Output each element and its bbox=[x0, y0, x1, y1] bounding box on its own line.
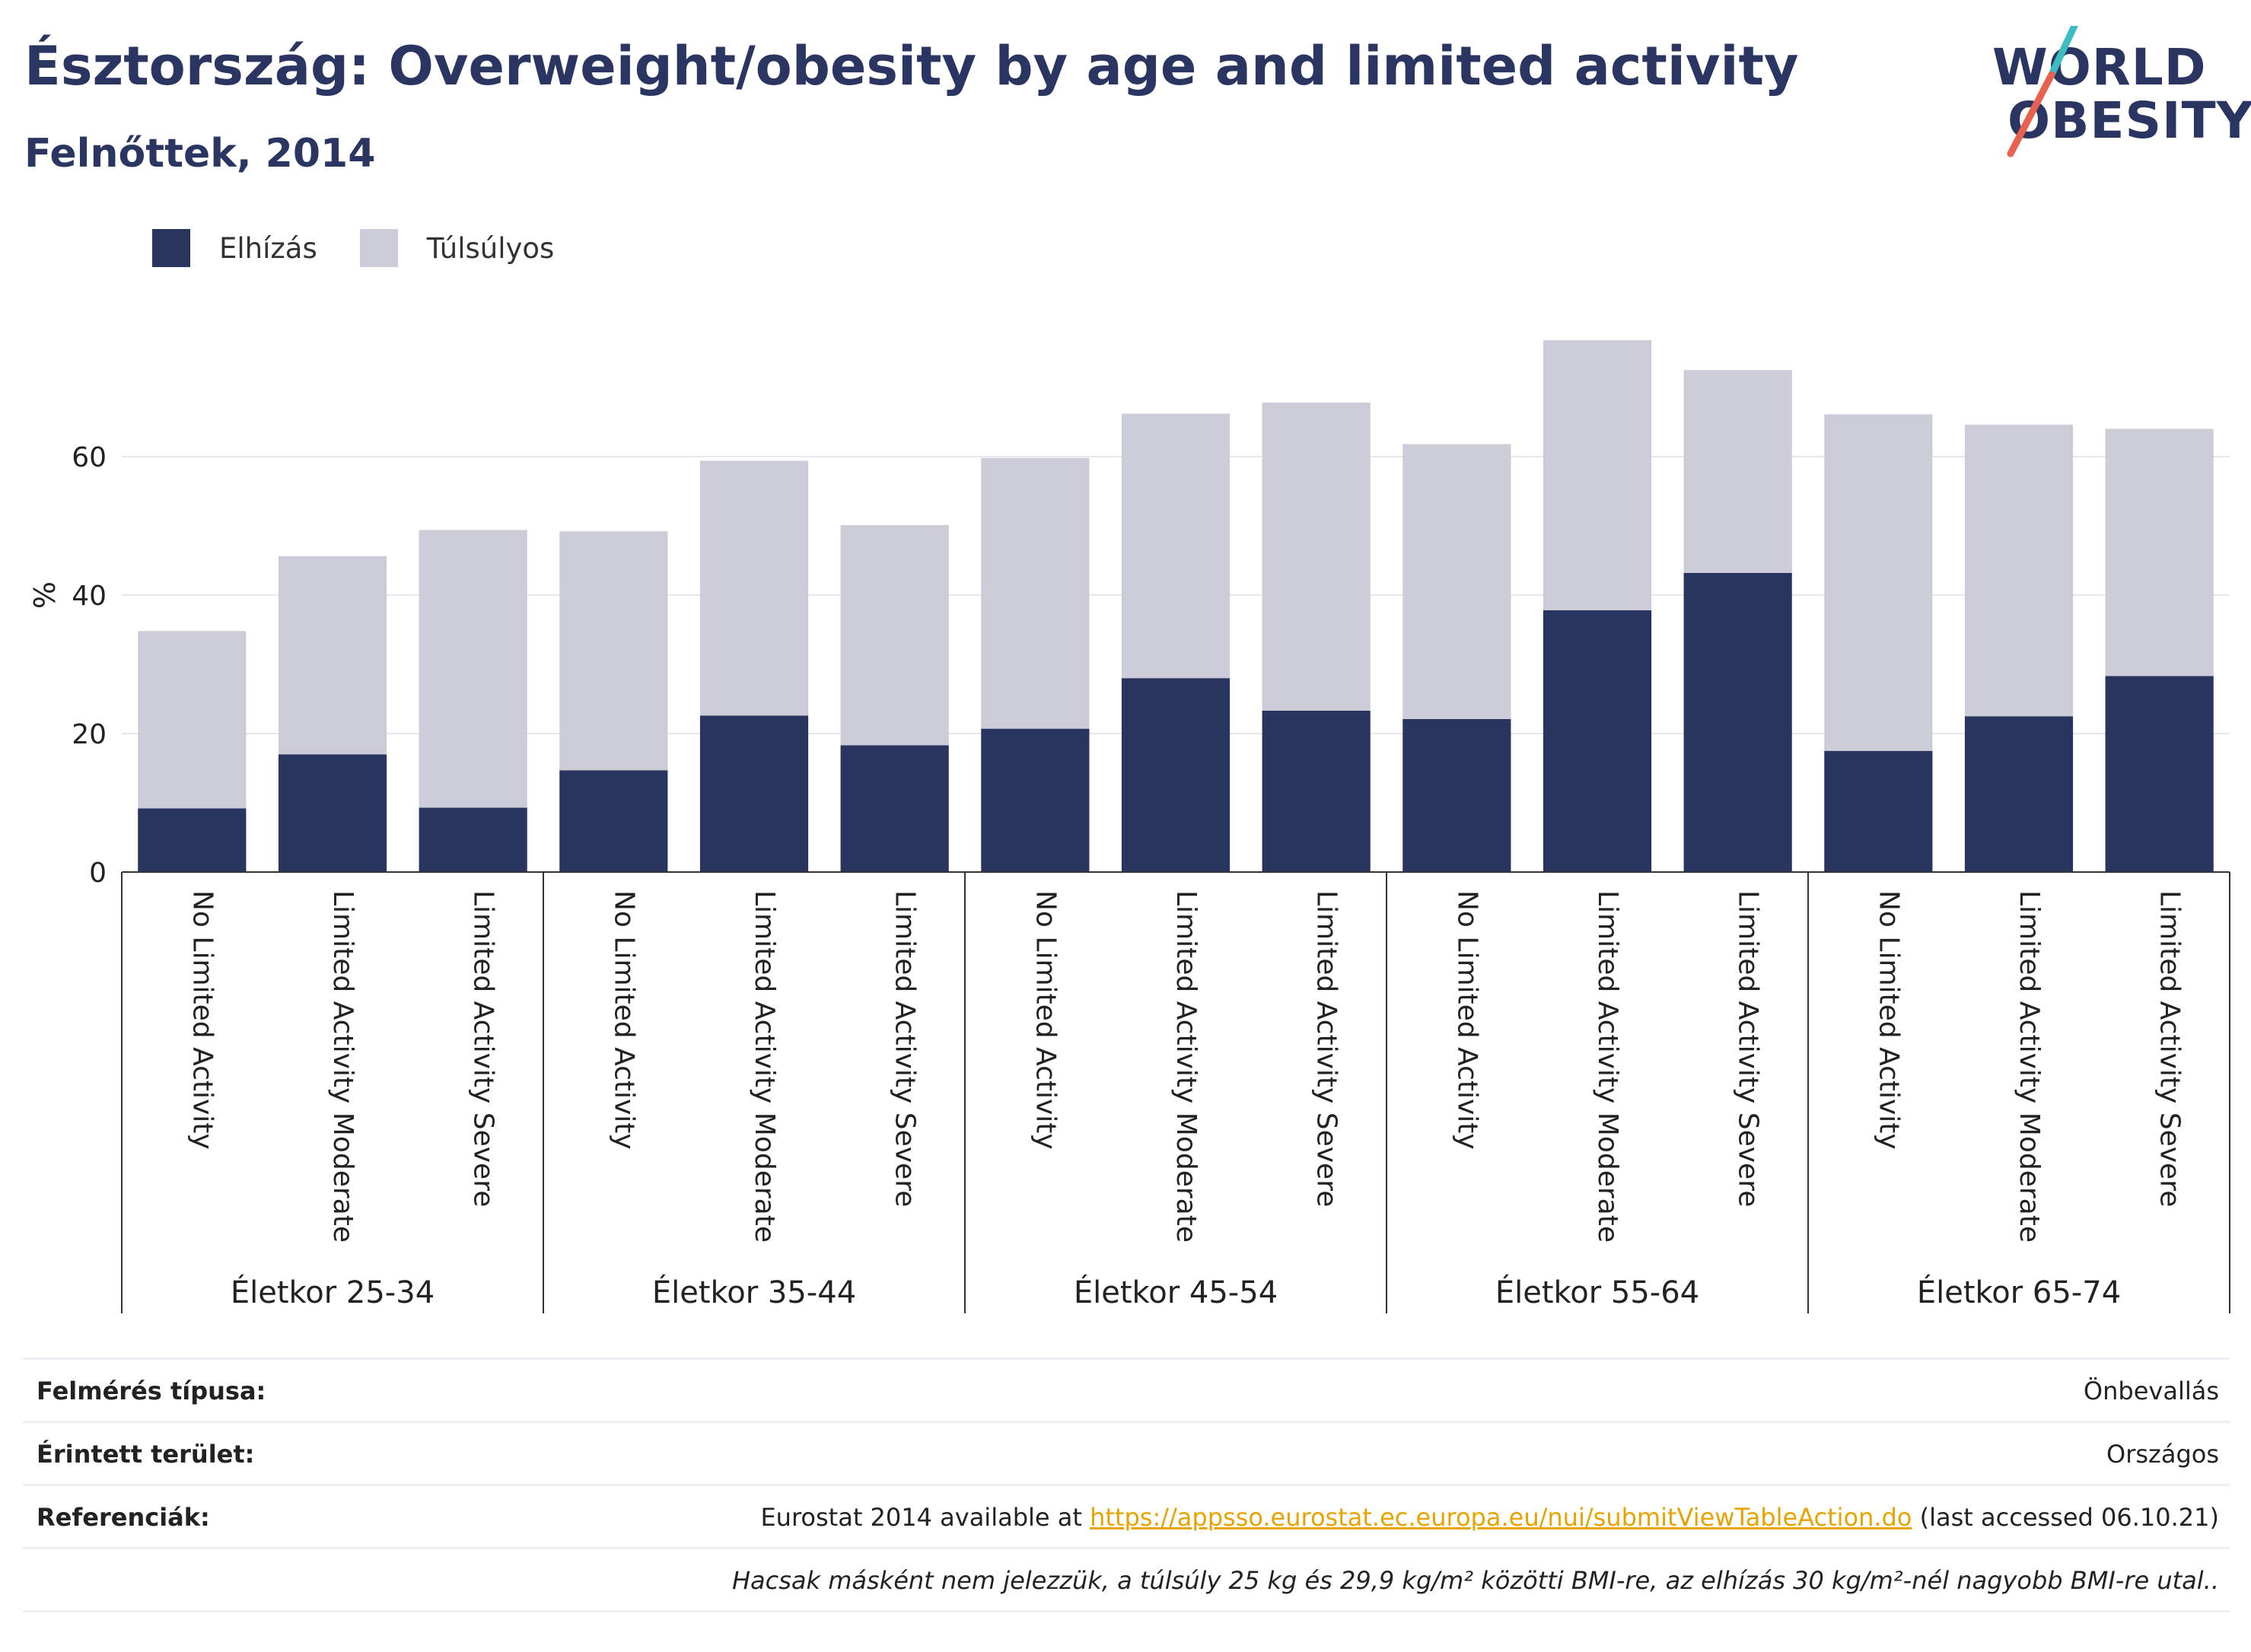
references-label: Referenciák: bbox=[37, 1503, 210, 1532]
x-category-label: Limited Activity Moderate bbox=[327, 890, 358, 1243]
bar-obesity bbox=[699, 715, 809, 872]
area-label: Érintett terület: bbox=[37, 1440, 255, 1469]
survey-type-label: Felmérés típusa: bbox=[37, 1377, 266, 1405]
x-category-label: Limited Activity Moderate bbox=[1170, 890, 1202, 1243]
bar-overweight bbox=[1402, 444, 1511, 719]
x-category-label: No Limited Activity bbox=[1030, 890, 1061, 1150]
bar-obesity bbox=[840, 745, 949, 872]
y-tick-label: 60 bbox=[72, 442, 107, 473]
y-axis-label: % bbox=[28, 581, 62, 609]
x-group-label: Életkor 55-64 bbox=[1495, 1274, 1699, 1310]
world-obesity-logo: WORLD OBESITY bbox=[1985, 26, 2251, 163]
x-category-label: No Limited Activity bbox=[186, 890, 218, 1150]
chart-legend: Elhízás Túlsúlyos bbox=[152, 225, 597, 271]
bar-obesity bbox=[278, 754, 387, 872]
legend-label-overweight: Túlsúlyos bbox=[426, 231, 555, 265]
bar-overweight bbox=[1964, 425, 2074, 717]
bar-obesity bbox=[1543, 610, 1652, 872]
x-category-label: No Limited Activity bbox=[1873, 890, 1904, 1150]
bar-obesity bbox=[1964, 716, 2074, 872]
logo-line-2: OBESITY bbox=[2007, 91, 2251, 150]
reference-prefix: Eurostat 2014 available at bbox=[760, 1503, 1090, 1532]
definition-note: Hacsak másként nem jelezzük, a túlsúly 2… bbox=[731, 1566, 2219, 1595]
bar-obesity bbox=[1683, 572, 1792, 872]
references-value: Eurostat 2014 available at https://appss… bbox=[760, 1503, 2219, 1532]
page-subtitle: Felnőttek, 2014 bbox=[24, 131, 376, 177]
page-title: Észtország: Overweight/obesity by age an… bbox=[24, 35, 1799, 97]
bar-overweight bbox=[699, 460, 809, 716]
x-category-label: Limited Activity Severe bbox=[2154, 890, 2186, 1207]
bar-obesity bbox=[981, 728, 1090, 872]
logo-slash-icon bbox=[2007, 26, 2078, 158]
legend-label-obesity: Elhízás bbox=[219, 231, 317, 265]
bar-overweight bbox=[419, 530, 527, 808]
legend-item-overweight[interactable]: Túlsúlyos bbox=[359, 229, 555, 267]
bar-overweight bbox=[981, 457, 1090, 729]
x-category-label: Limited Activity Moderate bbox=[1592, 890, 1623, 1243]
bar-obesity bbox=[419, 807, 527, 872]
x-category-label: Limited Activity Moderate bbox=[2014, 890, 2045, 1243]
x-category-label: Limited Activity Severe bbox=[1733, 890, 1764, 1207]
info-row-note: Hacsak másként nem jelezzük, a túlsúly 2… bbox=[23, 1547, 2230, 1612]
bar-obesity bbox=[1121, 678, 1231, 872]
info-row-survey: Felmérés típusa: Önbevallás bbox=[23, 1358, 2230, 1421]
y-tick-label: 40 bbox=[72, 581, 107, 612]
x-category-label: Limited Activity Moderate bbox=[749, 890, 780, 1243]
x-group-label: Életkor 35-44 bbox=[652, 1274, 856, 1310]
logo-line-1: WORLD bbox=[1992, 38, 2207, 97]
reference-suffix: (last accessed 06.10.21) bbox=[1912, 1503, 2219, 1532]
x-category-label: No Limited Activity bbox=[608, 890, 639, 1150]
bar-obesity bbox=[1824, 750, 1933, 872]
legend-swatch-overweight bbox=[359, 229, 398, 267]
x-category-label: No Limited Activity bbox=[1451, 890, 1482, 1150]
legend-swatch-obesity bbox=[152, 229, 190, 267]
bar-overweight bbox=[2105, 428, 2214, 676]
bar-overweight bbox=[559, 531, 668, 771]
legend-item-obesity[interactable]: Elhízás bbox=[152, 229, 317, 267]
info-table: Felmérés típusa: Önbevallás Érintett ter… bbox=[23, 1358, 2230, 1612]
bar-overweight bbox=[138, 631, 247, 809]
bar-overweight bbox=[1683, 370, 1792, 573]
info-row-area: Érintett terület: Országos bbox=[23, 1421, 2230, 1484]
bar-obesity bbox=[138, 808, 247, 872]
stacked-bar-chart: 0 20 40 60% No Limited Activity Limited Activ… bbox=[28, 340, 2230, 1313]
area-value: Országos bbox=[2106, 1440, 2219, 1469]
bar-overweight bbox=[1543, 340, 1652, 611]
bar-overweight bbox=[840, 525, 949, 746]
x-group-label: Életkor 65-74 bbox=[1917, 1274, 2121, 1310]
bar-overweight bbox=[1824, 414, 1933, 751]
bar-obesity bbox=[2105, 676, 2214, 872]
bar-overweight bbox=[1121, 413, 1231, 679]
bar-obesity bbox=[1402, 718, 1511, 872]
x-group-label: Életkor 45-54 bbox=[1074, 1274, 1278, 1310]
bar-obesity bbox=[1262, 710, 1371, 872]
x-category-label: Limited Activity Severe bbox=[468, 890, 499, 1207]
x-category-label: Limited Activity Severe bbox=[890, 890, 921, 1207]
x-category-label: Limited Activity Severe bbox=[1311, 890, 1342, 1207]
reference-link[interactable]: https://appsso.eurostat.ec.europa.eu/nui… bbox=[1090, 1503, 1912, 1532]
y-tick-label: 0 bbox=[89, 858, 107, 889]
bar-overweight bbox=[1262, 403, 1371, 711]
bar-overweight bbox=[278, 556, 387, 755]
x-group-label: Életkor 25-34 bbox=[231, 1274, 435, 1310]
info-row-references: Referenciák: Eurostat 2014 available at … bbox=[23, 1484, 2230, 1547]
bar-obesity bbox=[559, 770, 668, 872]
y-tick-label: 20 bbox=[72, 719, 107, 750]
survey-type-value: Önbevallás bbox=[2083, 1377, 2219, 1405]
